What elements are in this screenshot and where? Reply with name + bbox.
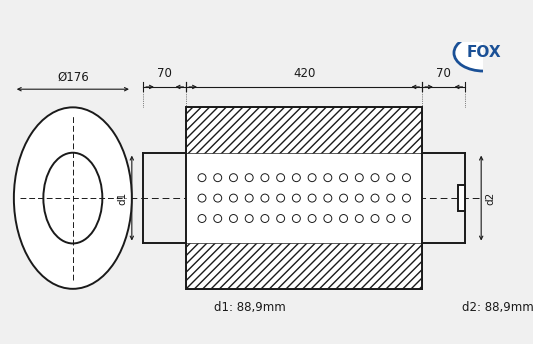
Text: d2: d2 bbox=[486, 192, 496, 205]
Ellipse shape bbox=[14, 107, 132, 289]
Bar bbox=[186, 244, 422, 289]
Text: 70: 70 bbox=[437, 67, 451, 80]
Text: Ø176: Ø176 bbox=[57, 71, 88, 84]
Text: d2: 88,9mm: d2: 88,9mm bbox=[462, 301, 533, 314]
Ellipse shape bbox=[454, 35, 513, 71]
Text: 420: 420 bbox=[293, 67, 316, 80]
Text: d1: 88,9mm: d1: 88,9mm bbox=[214, 301, 286, 314]
Bar bbox=[186, 244, 422, 289]
Text: d1: d1 bbox=[117, 192, 127, 205]
Bar bbox=[186, 107, 422, 153]
Text: FOX: FOX bbox=[466, 45, 501, 61]
Bar bbox=[186, 107, 422, 289]
Bar bbox=[458, 185, 465, 211]
Bar bbox=[186, 153, 422, 244]
Ellipse shape bbox=[43, 153, 102, 244]
Text: 70: 70 bbox=[157, 67, 172, 80]
Bar bbox=[186, 107, 422, 153]
